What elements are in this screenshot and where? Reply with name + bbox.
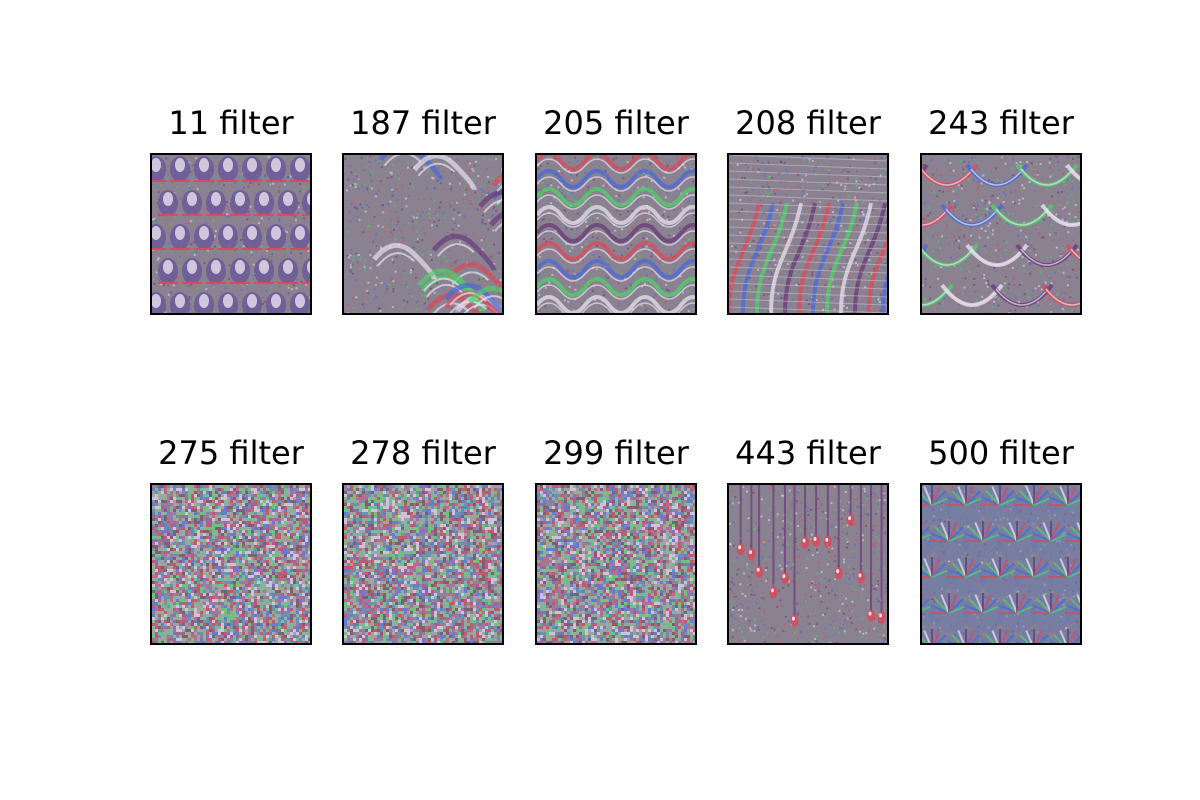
panel-title: 443 filter <box>735 434 881 472</box>
panel-title: 11 filter <box>168 104 294 142</box>
panel-title: 187 filter <box>350 104 496 142</box>
filter-visualization-image <box>727 483 889 645</box>
panel-title: 278 filter <box>350 434 496 472</box>
filter-visualization-image <box>727 153 889 315</box>
filter-visualization-image <box>342 153 504 315</box>
panel-title: 299 filter <box>543 434 689 472</box>
panel-title: 243 filter <box>928 104 1074 142</box>
panel-title: 275 filter <box>158 434 304 472</box>
filter-visualization-image <box>150 153 312 315</box>
filter-visualization-image <box>535 483 697 645</box>
filter-visualization-image <box>150 483 312 645</box>
filter-visualization-image <box>920 483 1082 645</box>
filter-visualization-image <box>342 483 504 645</box>
panel-title: 208 filter <box>735 104 881 142</box>
filter-visualization-image <box>535 153 697 315</box>
panel-title: 500 filter <box>928 434 1074 472</box>
panel-title: 205 filter <box>543 104 689 142</box>
filter-visualization-image <box>920 153 1082 315</box>
